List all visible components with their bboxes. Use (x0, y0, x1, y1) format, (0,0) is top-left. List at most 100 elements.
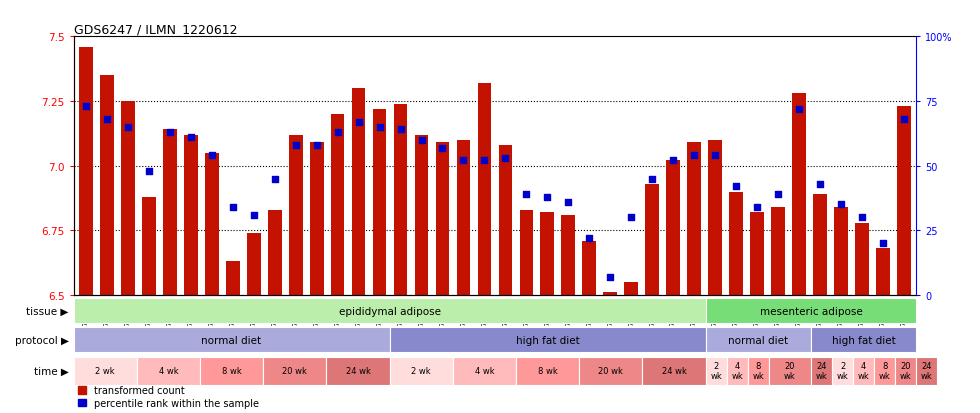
Point (351, 119, 367, 126)
Text: high fat diet: high fat diet (832, 335, 896, 345)
Bar (247, 233, 261, 295)
Point (561, 199, 576, 206)
Point (309, 142, 324, 149)
Point (518, 191, 534, 198)
Bar (516, 357, 579, 385)
Text: tissue ▶: tissue ▶ (26, 306, 69, 316)
Bar (310, 143, 323, 295)
Point (833, 202, 849, 208)
Bar (74, 299, 706, 323)
Bar (709, 140, 722, 295)
Bar (457, 140, 470, 295)
Bar (706, 328, 811, 352)
Bar (372, 109, 386, 295)
Text: normal diet: normal diet (202, 335, 262, 345)
Text: 24 wk: 24 wk (662, 366, 686, 375)
Bar (579, 357, 643, 385)
Text: 20
wk: 20 wk (900, 361, 911, 380)
Point (183, 135, 199, 141)
Bar (74, 357, 137, 385)
Bar (811, 357, 832, 385)
Bar (834, 208, 848, 295)
Bar (687, 143, 701, 295)
Text: 8
wk: 8 wk (753, 361, 764, 380)
Bar (855, 223, 868, 295)
Bar (331, 114, 345, 295)
Bar (771, 208, 785, 295)
Bar (792, 94, 806, 295)
Bar (813, 195, 827, 295)
Point (414, 137, 429, 144)
Point (267, 176, 282, 183)
Text: epididymal adipose: epididymal adipose (338, 306, 441, 316)
Text: protocol ▶: protocol ▶ (15, 335, 69, 345)
Point (581, 235, 597, 242)
Text: 20 wk: 20 wk (282, 366, 307, 375)
Bar (727, 357, 748, 385)
Bar (706, 357, 727, 385)
Point (498, 155, 514, 162)
Point (141, 168, 157, 175)
Point (393, 127, 409, 133)
Text: 2 wk: 2 wk (95, 366, 115, 375)
Bar (352, 89, 366, 295)
Bar (74, 328, 390, 352)
Bar (100, 76, 114, 295)
Text: GDS6247 / ILMN_1220612: GDS6247 / ILMN_1220612 (74, 23, 237, 36)
Bar (184, 135, 198, 295)
Text: 4
wk: 4 wk (858, 361, 869, 380)
Point (204, 152, 220, 159)
Point (288, 142, 304, 149)
Legend: transformed count, percentile rank within the sample: transformed count, percentile rank withi… (78, 385, 259, 408)
Point (371, 124, 387, 131)
Text: mesenteric adipose: mesenteric adipose (760, 306, 862, 316)
Bar (136, 357, 200, 385)
Bar (142, 197, 156, 295)
Point (644, 176, 660, 183)
Point (435, 145, 451, 152)
Bar (541, 213, 554, 295)
Text: 24
wk: 24 wk (815, 361, 827, 380)
Bar (604, 293, 617, 295)
Text: 2 wk: 2 wk (412, 366, 431, 375)
Bar (624, 282, 638, 295)
Text: 4 wk: 4 wk (159, 366, 178, 375)
Bar (394, 104, 408, 295)
Bar (582, 241, 596, 295)
Text: 20 wk: 20 wk (599, 366, 623, 375)
Bar (854, 357, 874, 385)
Bar (811, 328, 916, 352)
Bar (645, 184, 659, 295)
Text: 20
wk: 20 wk (784, 361, 796, 380)
Point (708, 152, 723, 159)
Bar (226, 262, 240, 295)
Bar (748, 357, 769, 385)
Text: 24
wk: 24 wk (921, 361, 933, 380)
Bar (79, 47, 93, 295)
Point (686, 152, 702, 159)
Text: 4
wk: 4 wk (731, 361, 743, 380)
Point (812, 181, 828, 188)
Point (665, 158, 681, 164)
Text: 4 wk: 4 wk (474, 366, 494, 375)
Bar (643, 357, 706, 385)
Bar (896, 357, 916, 385)
Point (121, 124, 136, 131)
Text: 2
wk: 2 wk (837, 361, 849, 380)
Point (896, 116, 911, 123)
Bar (729, 192, 743, 295)
Bar (832, 357, 854, 385)
Point (875, 240, 891, 247)
Point (728, 183, 744, 190)
Text: 8 wk: 8 wk (221, 366, 241, 375)
Bar (163, 130, 176, 295)
Bar (205, 153, 219, 295)
Bar (769, 357, 811, 385)
Bar (916, 357, 938, 385)
Text: time ▶: time ▶ (33, 366, 69, 376)
Bar (390, 357, 453, 385)
Bar (897, 107, 910, 295)
Bar (519, 210, 533, 295)
Bar (122, 102, 135, 295)
Point (246, 212, 262, 218)
